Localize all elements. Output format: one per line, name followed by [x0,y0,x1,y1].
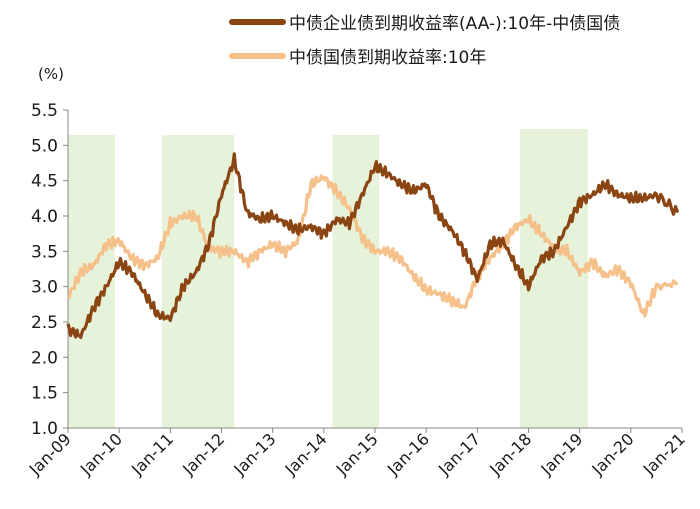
x-tick-label: Jan-16 [383,429,433,479]
x-tick-label: Jan-19 [536,429,586,479]
y-tick-label: 5.5 [31,101,58,121]
series-lines [66,152,680,339]
x-tick-label: Jan-21 [639,429,689,479]
x-tick-label: Jan-14 [281,429,331,479]
x-tick-label: Jan-13 [229,429,279,479]
x-tick-label: Jan-20 [588,429,638,479]
series-line-1 [67,174,678,318]
series-line-0 [66,152,680,339]
shaded-periods [68,129,589,428]
x-tick-label: Jan-12 [178,429,228,479]
legend-label-treasury-10y: 中债国债到期收益率:10年 [289,48,486,68]
y-tick-label: 3.0 [31,278,58,298]
y-tick-label: 1.0 [31,419,58,439]
y-axis-unit-label: (%) [38,65,64,83]
legend-label-corporate-spread: 中债企业债到期收益率(AA-):10年-中债国债 [289,14,620,34]
x-tick-label: Jan-17 [434,429,484,479]
x-tick-label: Jan-18 [485,429,535,479]
y-tick-label: 2.5 [31,313,58,333]
y-tick-label: 4.5 [31,172,58,192]
x-tick-label: Jan-15 [332,429,382,479]
y-tick-label: 3.5 [31,242,58,262]
shaded-period-2 [332,135,380,428]
shaded-period-1 [161,135,235,428]
y-tick-label: 1.5 [31,384,58,404]
y-tick-label: 5.0 [31,136,58,156]
y-tick-label: 2.0 [31,348,58,368]
x-tick-label: Jan-11 [127,429,177,479]
legend: 中债企业债到期收益率(AA-):10年-中债国债 中债国债到期收益率:10年 [229,14,620,68]
y-tick-label: 4.0 [31,207,58,227]
x-tick-label: Jan-10 [76,429,126,479]
